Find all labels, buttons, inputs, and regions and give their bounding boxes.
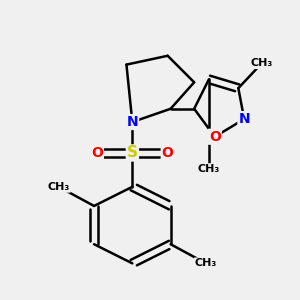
Text: N: N (127, 115, 138, 129)
Text: CH₃: CH₃ (48, 182, 70, 192)
Text: CH₃: CH₃ (251, 58, 273, 68)
Text: CH₃: CH₃ (195, 258, 217, 268)
Text: O: O (209, 130, 221, 144)
Text: CH₃: CH₃ (198, 164, 220, 174)
Text: S: S (127, 146, 138, 160)
Text: O: O (162, 146, 174, 160)
Text: O: O (91, 146, 103, 160)
Text: N: N (238, 112, 250, 126)
